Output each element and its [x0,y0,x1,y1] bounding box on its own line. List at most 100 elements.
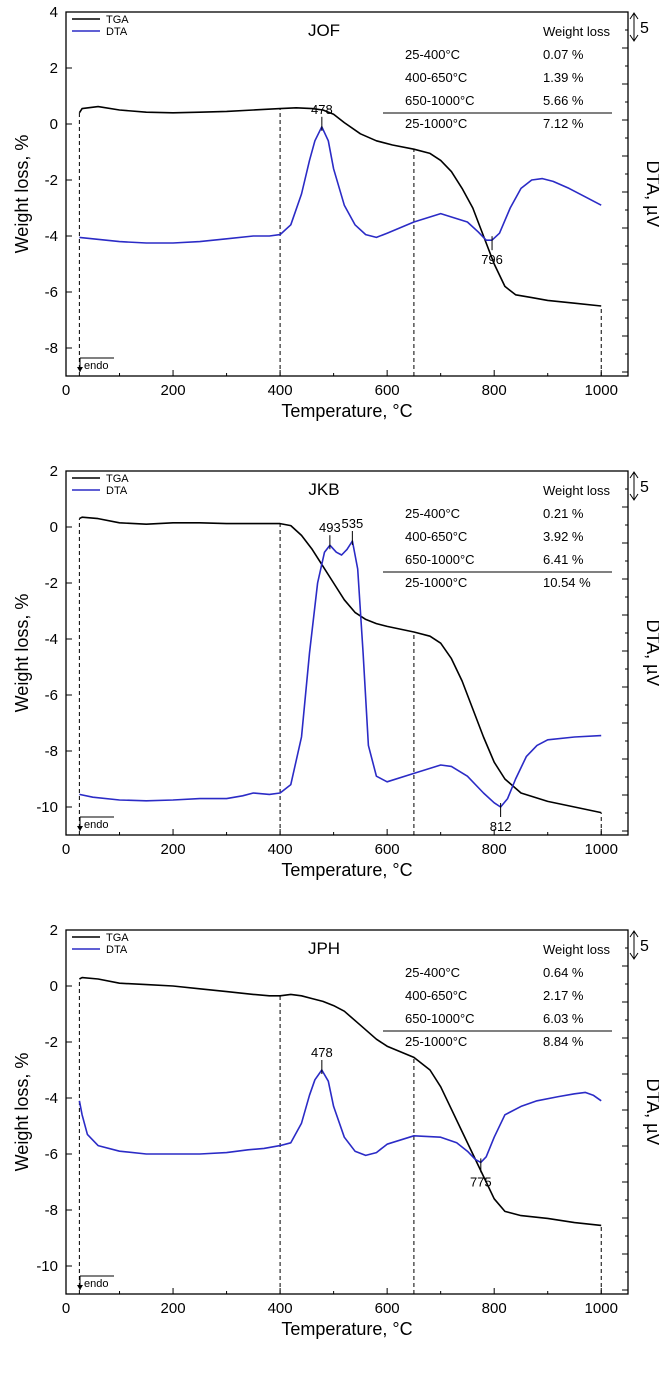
scale-bar-label: 5 [640,938,649,955]
y-tick-label: -2 [45,575,58,592]
x-tick-label: 0 [62,382,70,399]
table-header: Weight loss [543,942,610,957]
peak-label: 775 [470,1174,492,1189]
legend-label-dta: DTA [106,26,128,38]
x-tick-label: 0 [62,841,70,858]
legend-label-tga: TGA [106,14,129,26]
chart-panel-jkb: 0 200 400 600 800 1000 2 0 -2 -4 -6 -8 -10 Temperatur… [0,459,659,918]
table-header: Weight loss [543,24,610,39]
y-tick-label: 0 [50,519,58,536]
scale-bar-arrow-up-icon [629,471,639,479]
scale-bar-arrow-up-icon [629,930,639,938]
peak-label: 812 [490,819,512,834]
x-tick-label: 600 [375,1300,400,1317]
endo-label: endo [84,360,108,372]
table-range-label: 25-1000°C [405,575,467,590]
y-tick-label: 0 [50,978,58,995]
y-tick-label: -6 [45,1146,58,1163]
endo-arrow-down-icon [77,367,83,372]
y-tick-label: -2 [45,172,58,189]
y-tick-label: 2 [50,922,58,939]
table-header: Weight loss [543,483,610,498]
y2-axis-label: DTA, µV [643,1078,659,1145]
y-tick-label: -4 [45,228,58,245]
y-tick-label: -2 [45,1034,58,1051]
y-axis-label: Weight loss, % [12,1053,32,1172]
table-value: 2.17 % [543,988,584,1003]
y2-axis-label: DTA, µV [643,160,659,227]
y-tick-label: 2 [50,463,58,480]
x-tick-label: 0 [62,1300,70,1317]
table-value: 0.21 % [543,506,584,521]
table-value: 6.41 % [543,552,584,567]
peak-label: 478 [311,1045,333,1060]
x-tick-label: 400 [268,841,293,858]
y-tick-label: -4 [45,631,58,648]
peak-label: 796 [481,252,503,267]
legend-label-dta: DTA [106,944,128,956]
y2-axis-label: DTA, µV [643,619,659,686]
x-tick-label: 400 [268,1300,293,1317]
series-dta-line [78,1069,602,1164]
table-range-label: 400-650°C [405,70,467,85]
peak-label: 535 [342,516,364,531]
table-range-label: 650-1000°C [405,93,475,108]
y-tick-label: 2 [50,60,58,77]
y-tick-label: 4 [50,4,58,21]
endo-arrow-down-icon [77,826,83,831]
endo-label: endo [84,819,108,831]
table-range-label: 25-1000°C [405,116,467,131]
x-tick-label: 1000 [585,382,618,399]
chart-jkb: 0 200 400 600 800 1000 2 0 -2 -4 -6 -8 -10 Temperatur… [12,463,659,880]
plot-frame [65,470,629,836]
table-range-label: 25-400°C [405,965,460,980]
table-value: 7.12 % [543,116,584,131]
y-axis-label: Weight loss, % [12,135,32,254]
series-tga-line [79,516,602,814]
x-tick-label: 200 [161,382,186,399]
table-value: 3.92 % [543,529,584,544]
x-axis-label: Temperature, °C [281,860,412,880]
endo-label: endo [84,1278,108,1290]
table-value: 5.66 % [543,93,584,108]
series-dta-line [79,126,602,244]
scale-bar-label: 5 [640,20,649,37]
scale-bar-arrow-down-icon [629,34,639,42]
y-tick-label: -8 [45,340,58,357]
series-tga-line [79,976,602,1227]
table-value: 6.03 % [543,1011,584,1026]
y-tick-label: -8 [45,1202,58,1219]
y-tick-label: -4 [45,1090,58,1107]
plot-frame [65,11,629,377]
table-range-label: 25-400°C [405,47,460,62]
chart-title: JOF [308,21,340,40]
scale-bar-arrow-down-icon [629,952,639,960]
x-tick-label: 800 [482,382,507,399]
table-value: 0.07 % [543,47,584,62]
scale-bar-arrow-down-icon [629,493,639,501]
y-tick-label: 0 [50,116,58,133]
legend-label-tga: TGA [106,473,129,485]
table-range-label: 400-650°C [405,988,467,1003]
scale-bar-arrow-up-icon [629,12,639,20]
peak-label: 478 [311,102,333,117]
x-tick-label: 800 [482,841,507,858]
endo-arrow-down-icon [77,1285,83,1290]
x-tick-label: 800 [482,1300,507,1317]
table-range-label: 25-400°C [405,506,460,521]
chart-jph: 0 200 400 600 800 1000 2 0 -2 -4 -6 -8 -10 Temperatur… [12,922,659,1339]
x-tick-label: 200 [161,841,186,858]
y-tick-label: -8 [45,743,58,760]
table-range-label: 400-650°C [405,529,467,544]
y-tick-label: -6 [45,687,58,704]
x-tick-label: 1000 [585,1300,618,1317]
x-tick-label: 600 [375,841,400,858]
table-value: 1.39 % [543,70,584,85]
y-axis-label: Weight loss, % [12,594,32,713]
y-tick-label: -10 [36,1258,58,1275]
chart-panel-jph: 0 200 400 600 800 1000 2 0 -2 -4 -6 -8 -10 Temperatur… [0,918,659,1377]
plot-frame [65,929,629,1295]
table-value: 0.64 % [543,965,584,980]
x-tick-label: 400 [268,382,293,399]
x-axis-label: Temperature, °C [281,1319,412,1339]
